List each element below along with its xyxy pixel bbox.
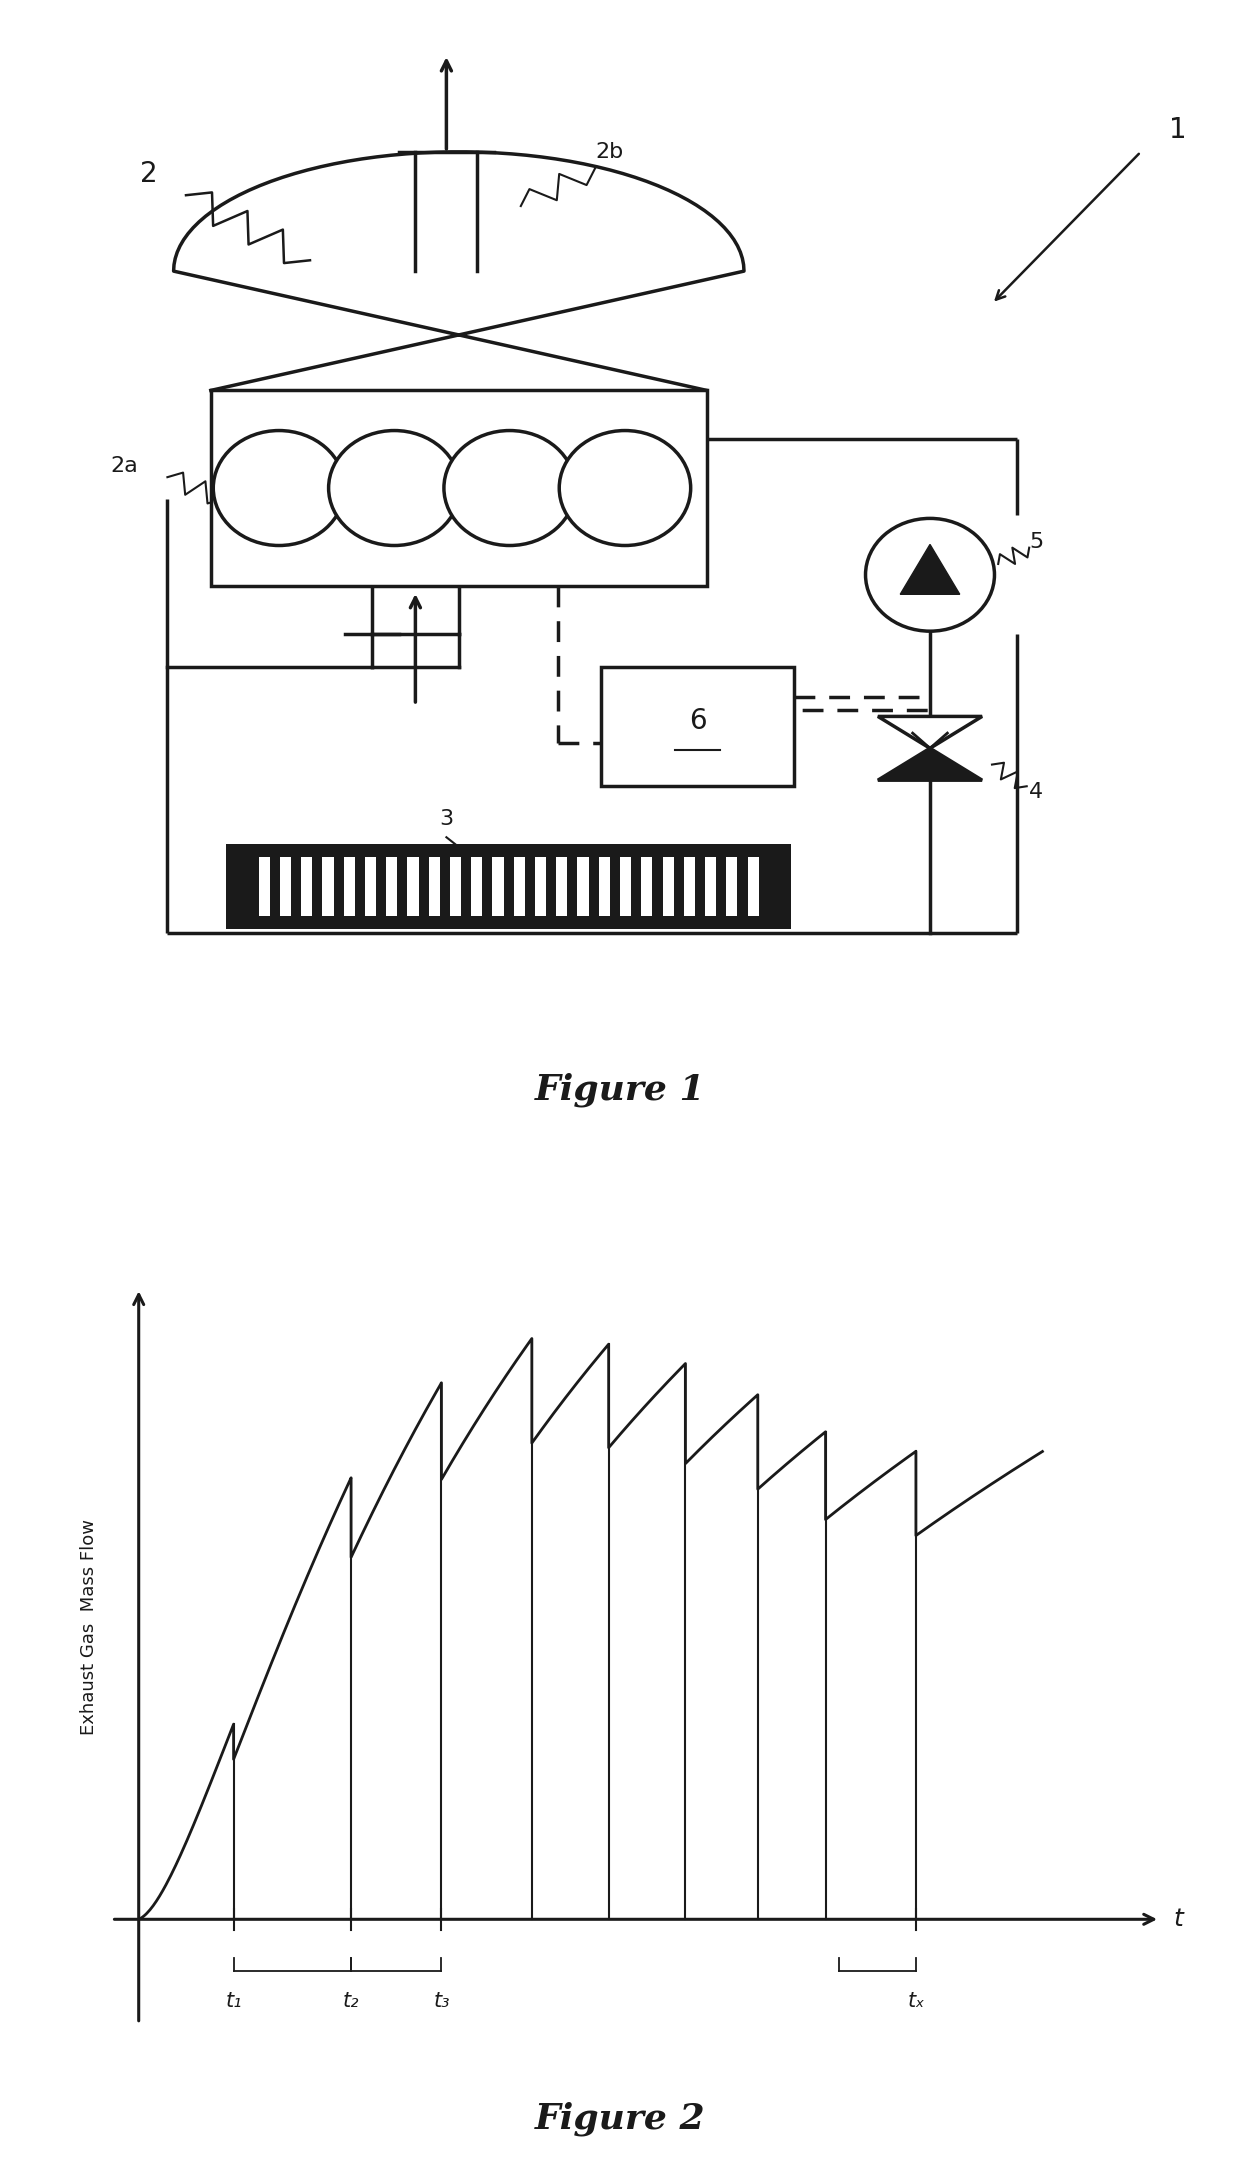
Bar (662, 857, 673, 917)
Bar (683, 857, 694, 917)
Bar (450, 857, 461, 917)
Bar (211, 390, 707, 586)
Polygon shape (900, 544, 960, 594)
Bar (280, 857, 291, 917)
Bar (492, 857, 503, 917)
Bar (301, 857, 312, 917)
Text: 2: 2 (140, 161, 157, 187)
Text: 4: 4 (1029, 781, 1043, 803)
Text: t₁: t₁ (226, 1991, 242, 2011)
Text: t: t (1173, 1907, 1183, 1930)
Polygon shape (878, 716, 982, 748)
Circle shape (866, 518, 994, 631)
Text: 5: 5 (1029, 531, 1043, 553)
Polygon shape (878, 748, 982, 781)
Bar (513, 857, 525, 917)
Polygon shape (174, 152, 744, 390)
Bar (727, 857, 738, 917)
Text: tₓ: tₓ (908, 1991, 925, 2011)
Circle shape (444, 432, 575, 547)
Bar (322, 857, 334, 917)
Circle shape (329, 432, 460, 547)
Bar (620, 857, 631, 917)
Bar (365, 857, 376, 917)
Bar (641, 857, 652, 917)
Text: 2b: 2b (595, 141, 624, 163)
Bar (429, 857, 440, 917)
Text: 2a: 2a (110, 455, 138, 477)
Bar (578, 857, 589, 917)
Text: Figure 2: Figure 2 (534, 2102, 706, 2136)
Text: 6: 6 (688, 707, 707, 735)
Bar (599, 857, 610, 917)
Bar (471, 857, 482, 917)
Bar (534, 857, 546, 917)
Bar (259, 857, 270, 917)
Text: Exhaust Gas  Mass Flow: Exhaust Gas Mass Flow (81, 1518, 98, 1735)
Bar (226, 844, 791, 928)
Bar (557, 857, 568, 917)
Text: Figure 1: Figure 1 (534, 1074, 706, 1106)
Circle shape (559, 432, 691, 547)
Bar (748, 857, 759, 917)
Text: 1: 1 (1169, 117, 1187, 143)
Text: t₃: t₃ (433, 1991, 450, 2011)
Text: 3: 3 (439, 809, 454, 829)
Bar (343, 857, 355, 917)
Bar (408, 857, 419, 917)
Bar (706, 857, 717, 917)
Text: t₂: t₂ (342, 1991, 360, 2011)
Bar (601, 668, 794, 787)
Bar (386, 857, 397, 917)
Circle shape (213, 432, 345, 547)
